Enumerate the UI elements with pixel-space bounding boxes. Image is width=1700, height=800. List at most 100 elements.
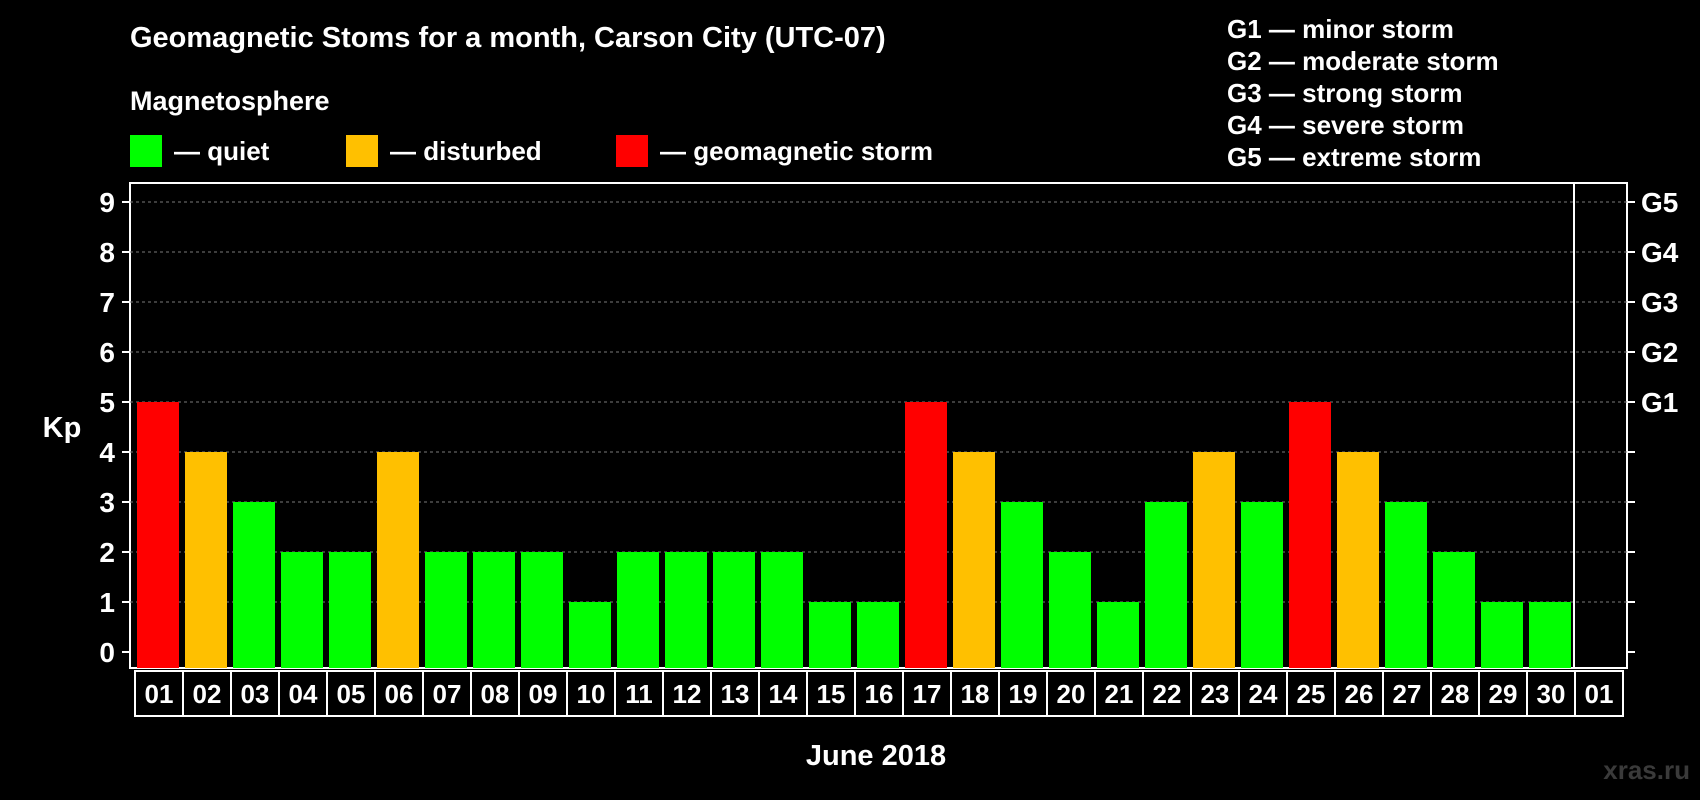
x-tick-label: 25 (1297, 679, 1326, 709)
x-tick-label: 29 (1489, 679, 1518, 709)
y-tick-label: 1 (99, 587, 115, 618)
legend-label-storm: — geomagnetic storm (660, 135, 934, 166)
x-tick-box (374, 670, 424, 717)
x-tick-label: 07 (433, 679, 462, 709)
bar-day-02 (185, 452, 227, 668)
x-tick-label: 02 (193, 679, 222, 709)
x-tick-box (1142, 670, 1192, 717)
bar-day-26 (1337, 452, 1379, 668)
y-tick-label: 9 (99, 187, 115, 218)
x-tick-label: 09 (529, 679, 558, 709)
bar-day-17 (905, 402, 947, 668)
y-tick-label: 2 (99, 537, 115, 568)
g-legend-g2: G2 — moderate storm (1227, 46, 1499, 76)
g-tick-label: G4 (1641, 237, 1679, 268)
bar-day-29 (1481, 602, 1523, 668)
bar-day-22 (1145, 502, 1187, 668)
x-tick-box (1574, 670, 1624, 717)
x-tick-label: 28 (1441, 679, 1470, 709)
x-tick-label: 30 (1537, 679, 1566, 709)
x-tick-label: 19 (1009, 679, 1038, 709)
y-tick-label: 6 (99, 337, 115, 368)
x-tick-label: 15 (817, 679, 846, 709)
x-tick-label: 12 (673, 679, 702, 709)
bar-day-11 (617, 552, 659, 668)
x-tick-label: 20 (1057, 679, 1086, 709)
legend-item-storm: — geomagnetic storm (616, 134, 933, 168)
g-legend-g4: G4 — severe storm (1227, 110, 1465, 140)
bar-day-14 (761, 552, 803, 668)
bar-day-21 (1097, 602, 1139, 668)
x-axis-label: June 2018 (806, 740, 946, 772)
x-tick-label: 16 (865, 679, 894, 709)
g-legend-g1: G1 — minor storm (1227, 14, 1454, 44)
x-tick-label: 04 (289, 679, 318, 709)
x-tick-label: 01 (145, 679, 174, 709)
g-scale-legend: G1 — minor storm G2 — moderate storm G3 … (1227, 13, 1499, 173)
legend-item-disturbed: — disturbed (346, 134, 542, 168)
x-tick-box (1286, 670, 1336, 717)
bar-day-01 (137, 402, 179, 668)
bar-day-20 (1049, 552, 1091, 668)
y-axis-label: Kp (43, 412, 82, 444)
bar-day-12 (665, 552, 707, 668)
y-tick-label: 0 (99, 637, 115, 668)
legend-label-quiet: — quiet (174, 135, 270, 166)
x-tick-box (854, 670, 904, 717)
x-tick-label: 17 (913, 679, 942, 709)
x-tick-box (182, 670, 232, 717)
g-tick-label: G3 (1641, 287, 1678, 318)
x-tick-label: 18 (961, 679, 990, 709)
x-tick-label: 11 (625, 679, 653, 709)
bar-day-24 (1241, 502, 1283, 668)
bar-day-13 (713, 552, 755, 668)
y-tick-label: 5 (99, 387, 115, 418)
legend-heading: Magnetosphere (130, 86, 330, 116)
bar-day-25 (1289, 402, 1331, 668)
x-tick-box (902, 670, 952, 717)
g-legend-g5: G5 — extreme storm (1227, 142, 1482, 172)
x-tick-label: 01 (1585, 679, 1614, 709)
bar-day-16 (857, 602, 899, 668)
x-tick-box (1478, 670, 1528, 717)
legend-swatch-disturbed (346, 135, 378, 167)
x-tick-label: 23 (1201, 679, 1230, 709)
bar-day-30 (1529, 602, 1571, 668)
bar-day-19 (1001, 502, 1043, 668)
watermark: xras.ru (1603, 755, 1690, 785)
legend-label-disturbed: — disturbed (390, 135, 542, 166)
x-tick-box (470, 670, 520, 717)
y-tick-label: 3 (99, 487, 115, 518)
bar-day-05 (329, 552, 371, 668)
x-tick-label: 08 (481, 679, 510, 709)
bar-day-07 (425, 552, 467, 668)
bar-day-18 (953, 452, 995, 668)
x-tick-label: 26 (1345, 679, 1374, 709)
x-tick-box (518, 670, 568, 717)
x-tick-label: 14 (769, 679, 798, 709)
g-legend-g3: G3 — strong storm (1227, 78, 1463, 108)
x-tick-box (1190, 670, 1240, 717)
bar-day-10 (569, 602, 611, 668)
x-tick-label: 24 (1249, 679, 1278, 709)
bar-day-15 (809, 602, 851, 668)
x-tick-label: 22 (1153, 679, 1182, 709)
x-tick-label: 03 (241, 679, 270, 709)
bar-day-27 (1385, 502, 1427, 668)
x-tick-label: 05 (337, 679, 366, 709)
g-tick-label: G5 (1641, 187, 1678, 218)
y-tick-label: 8 (99, 237, 115, 268)
x-tick-label: 13 (721, 679, 750, 709)
x-tick-box (710, 670, 760, 717)
y-tick-label: 4 (99, 437, 115, 468)
bar-day-09 (521, 552, 563, 668)
bar-day-06 (377, 452, 419, 668)
g-tick-label: G1 (1641, 387, 1678, 418)
legend-item-quiet: — quiet (130, 134, 269, 168)
x-tick-label: 10 (577, 679, 606, 709)
bar-day-28 (1433, 552, 1475, 668)
x-tick-label: 27 (1393, 679, 1422, 709)
x-tick-box (326, 670, 376, 717)
x-tick-box (998, 670, 1048, 717)
